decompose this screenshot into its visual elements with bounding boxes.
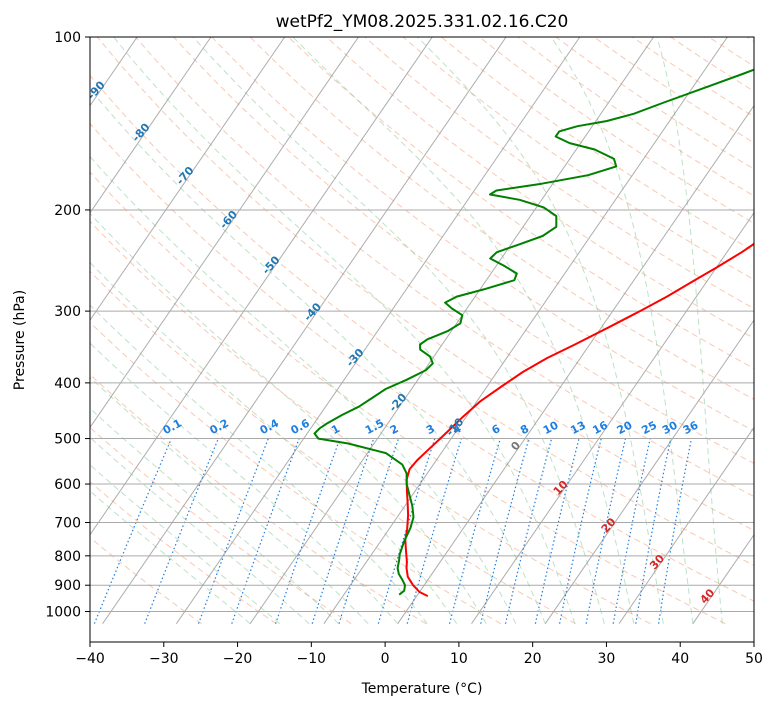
x-tick-label: 40 [671,651,689,667]
x-tick-label: 20 [524,651,542,667]
y-tick-label: 600 [54,477,81,493]
y-tick-label: 900 [54,578,81,594]
y-tick-label: 300 [54,304,81,320]
x-tick-label: −40 [75,651,105,667]
x-tick-label: 30 [598,651,616,667]
x-tick-label: 0 [381,651,390,667]
y-tick-label: 100 [54,30,81,46]
y-tick-label: 200 [54,203,81,219]
x-tick-label: −30 [149,651,179,667]
chart-title: wetPf2_YM08.2025.331.02.16.C20 [276,12,569,32]
y-tick-label: 400 [54,376,81,392]
x-axis-label: Temperature (°C) [361,681,483,697]
y-tick-label: 500 [54,432,81,448]
x-tick-label: −10 [297,651,327,667]
x-tick-label: 10 [450,651,468,667]
y-axis-label: Pressure (hPa) [12,290,28,390]
y-tick-label: 800 [54,549,81,565]
x-tick-label: 50 [745,651,763,667]
x-tick-label: −20 [223,651,253,667]
y-tick-label: 700 [54,516,81,532]
y-tick-label: 1000 [45,605,81,621]
